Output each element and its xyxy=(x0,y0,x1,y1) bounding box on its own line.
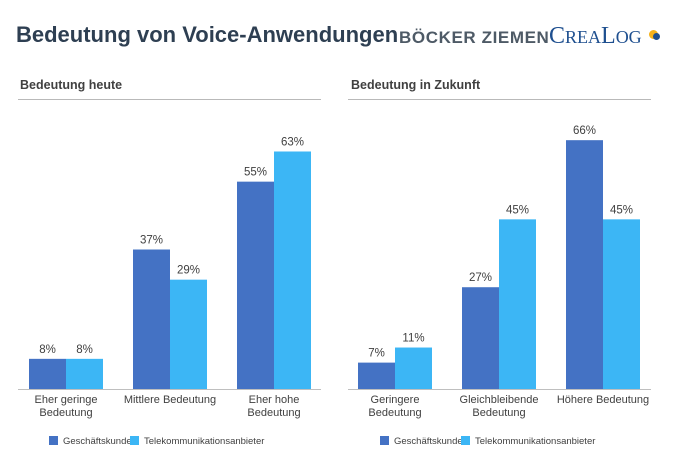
data-label-p2-c1-s2: 11% xyxy=(402,333,424,345)
category-label-p2-c2-l1: Gleichbleibende xyxy=(460,394,539,406)
bar-p2-c1-s2 xyxy=(395,347,432,389)
category-label-p1-c1-l2: Bedeutung xyxy=(39,407,92,419)
legend-label-p1-s2: Telekommunikationsanbieter xyxy=(144,436,264,447)
data-label-p2-c2-s1: 27% xyxy=(469,272,492,284)
crealog-dot-icon xyxy=(649,30,660,40)
bar-p1-c1-s1 xyxy=(29,358,66,389)
legend-swatch-p1-s2 xyxy=(130,436,139,445)
page-title: Bedeutung von Voice-Anwendungen xyxy=(16,22,399,47)
category-label-p1-c1-l1: Eher geringe xyxy=(35,394,98,406)
category-label-p2-c3-l1: Höhere Bedeutung xyxy=(557,394,649,406)
data-label-p1-c3-s1: 55% xyxy=(244,167,267,179)
bar-p2-c3-s1 xyxy=(566,140,603,389)
data-label-p1-c3-s2: 63% xyxy=(281,136,304,148)
category-label-p1-c3-l2: Bedeutung xyxy=(247,407,300,419)
data-label-p2-c3-s1: 66% xyxy=(573,125,596,137)
category-label-p1-c2-l1: Mittlere Bedeutung xyxy=(124,394,216,406)
brand-logo-boecker-ziemen: BÖCKER ZIEMEN xyxy=(399,28,550,47)
data-label-p2-c1-s1: 7% xyxy=(368,348,385,360)
bar-p2-c2-s2 xyxy=(499,219,536,389)
category-label-p2-c1-l1: Geringere xyxy=(371,394,420,406)
data-label-p1-c2-s1: 37% xyxy=(140,235,163,247)
category-label-p1-c3-l1: Eher hohe xyxy=(249,394,300,406)
bar-p2-c2-s1 xyxy=(462,287,499,389)
legend-swatch-p2-s1 xyxy=(380,436,389,445)
category-label-p2-c1-l2: Bedeutung xyxy=(368,407,421,419)
bar-p1-c2-s2 xyxy=(170,279,207,389)
panel-title-future: Bedeutung in Zukunft xyxy=(351,78,481,92)
panel-divider-today xyxy=(18,99,321,100)
bar-p1-c2-s1 xyxy=(133,249,170,389)
legend-label-p1-s1: Geschäftskunden xyxy=(63,436,137,447)
data-label-p1-c1-s2: 8% xyxy=(76,344,93,356)
bar-p2-c3-s2 xyxy=(603,219,640,389)
legend-label-p2-s2: Telekommunikationsanbieter xyxy=(475,436,595,447)
panel-divider-future xyxy=(348,99,651,100)
legend-label-p2-s1: Geschäftskunden xyxy=(394,436,468,447)
data-label-p1-c1-s1: 8% xyxy=(39,344,56,356)
data-label-p2-c3-s2: 45% xyxy=(610,204,633,216)
bar-p2-c1-s1 xyxy=(358,362,395,389)
bar-p1-c1-s2 xyxy=(66,358,103,389)
bar-p1-c3-s1 xyxy=(237,181,274,389)
panel-title-today: Bedeutung heute xyxy=(20,78,123,92)
brand-logo-crealog: CREALOG xyxy=(549,23,642,49)
legend-swatch-p2-s2 xyxy=(461,436,470,445)
data-label-p2-c2-s2: 45% xyxy=(506,204,529,216)
legend-swatch-p1-s1 xyxy=(49,436,58,445)
bar-p1-c3-s2 xyxy=(274,151,311,389)
category-label-p2-c2-l2: Bedeutung xyxy=(472,407,525,419)
data-label-p1-c2-s2: 29% xyxy=(177,265,200,277)
